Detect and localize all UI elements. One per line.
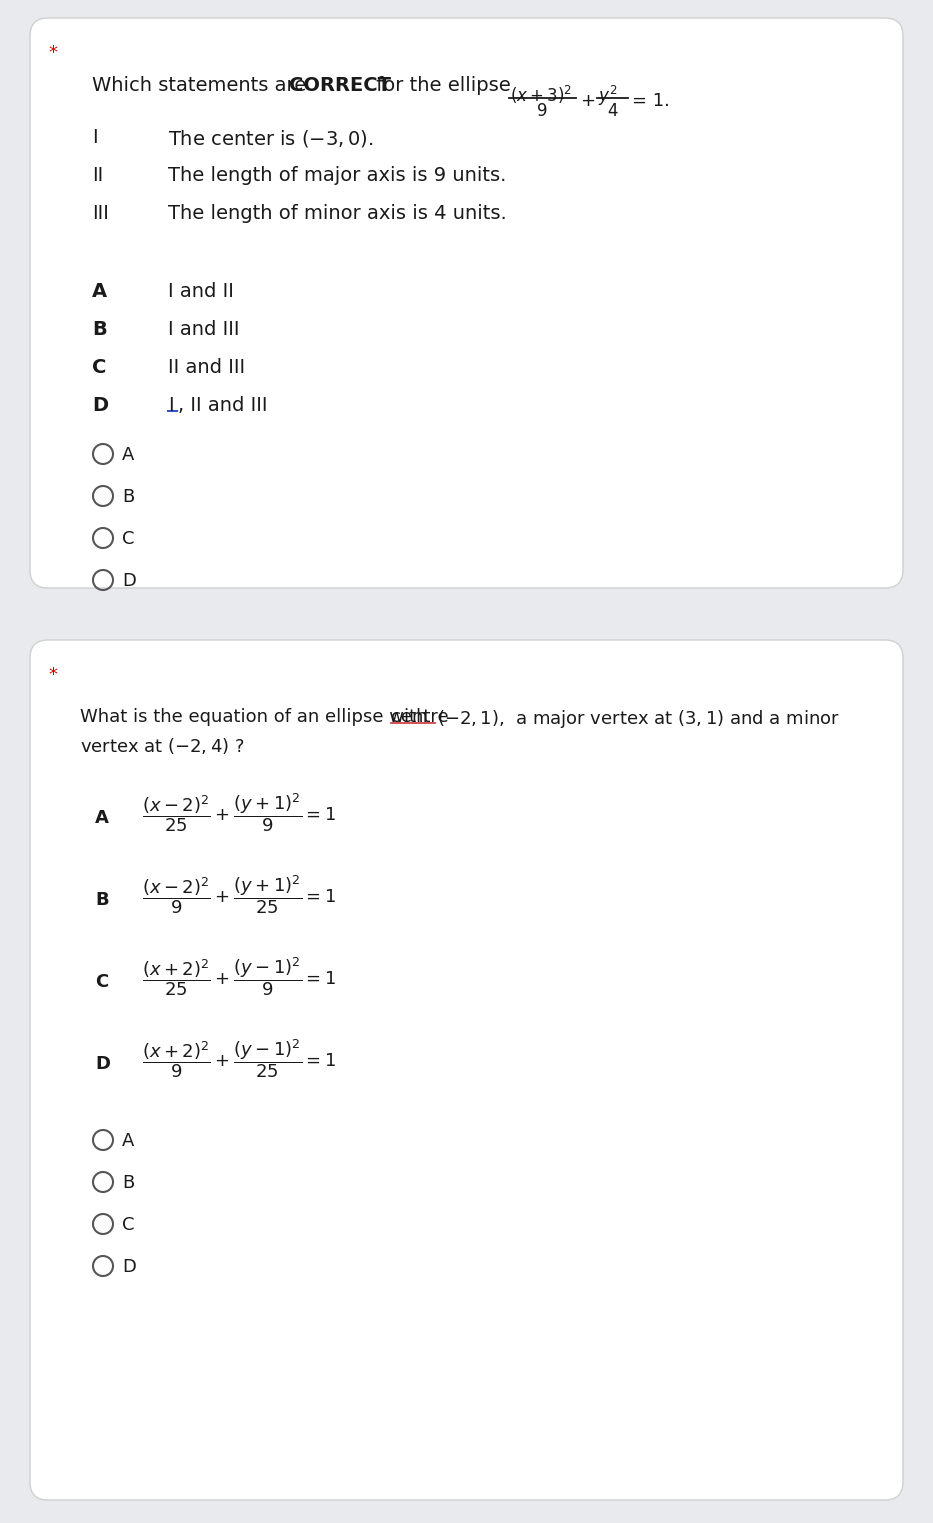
Text: III: III [92, 204, 109, 222]
Text: $(x+3)^{2}$: $(x+3)^{2}$ [510, 84, 572, 107]
Text: CORRECT: CORRECT [289, 76, 391, 94]
Text: A: A [122, 446, 134, 465]
Text: Which statements are: Which statements are [92, 76, 313, 94]
Text: II and III: II and III [168, 358, 245, 378]
Text: I: I [92, 128, 98, 148]
Text: $(-2,1)$,  a major vertex at $(3,1)$ and a minor: $(-2,1)$, a major vertex at $(3,1)$ and … [437, 708, 840, 730]
Text: centre: centre [391, 708, 449, 726]
Text: C: C [95, 973, 108, 991]
Text: $\dfrac{(x-2)^{2}}{9}+\dfrac{(y+1)^{2}}{25}=1$: $\dfrac{(x-2)^{2}}{9}+\dfrac{(y+1)^{2}}{… [142, 873, 336, 915]
Text: B: B [92, 320, 106, 340]
Text: B: B [122, 487, 134, 506]
Text: for the ellipse: for the ellipse [370, 76, 510, 94]
Text: , II and III: , II and III [178, 396, 268, 414]
Text: $y^{2}$: $y^{2}$ [598, 84, 618, 108]
Text: +: + [580, 91, 595, 110]
Text: 4: 4 [606, 102, 618, 120]
Text: D: D [95, 1055, 110, 1074]
Text: B: B [95, 891, 108, 909]
Text: The length of minor axis is 4 units.: The length of minor axis is 4 units. [168, 204, 507, 222]
Text: C: C [92, 358, 106, 378]
Text: A: A [122, 1132, 134, 1150]
Text: D: D [92, 396, 108, 414]
Text: D: D [122, 573, 136, 589]
Text: D: D [122, 1258, 136, 1276]
Text: $\dfrac{(x+2)^{2}}{25}+\dfrac{(y-1)^{2}}{9}=1$: $\dfrac{(x+2)^{2}}{25}+\dfrac{(y-1)^{2}}… [142, 955, 336, 998]
Text: 9: 9 [536, 102, 548, 120]
Text: II: II [92, 166, 104, 184]
Text: A: A [95, 809, 109, 827]
Text: = 1.: = 1. [632, 91, 670, 110]
Text: What is the equation of an ellipse with: What is the equation of an ellipse with [80, 708, 433, 726]
Text: *: * [48, 666, 57, 684]
Text: C: C [122, 530, 134, 548]
Text: The center is $(-3,0)$.: The center is $(-3,0)$. [168, 128, 374, 149]
Text: *: * [48, 44, 57, 62]
Text: $\dfrac{(x+2)^{2}}{9}+\dfrac{(y-1)^{2}}{25}=1$: $\dfrac{(x+2)^{2}}{9}+\dfrac{(y-1)^{2}}{… [142, 1037, 336, 1080]
Text: I and III: I and III [168, 320, 240, 340]
Text: I and II: I and II [168, 282, 234, 302]
Text: vertex at $(-2,4)$ ?: vertex at $(-2,4)$ ? [80, 736, 244, 755]
FancyBboxPatch shape [30, 18, 903, 588]
FancyBboxPatch shape [30, 640, 903, 1500]
Text: A: A [92, 282, 107, 302]
Text: I: I [168, 396, 174, 414]
Text: The length of major axis is 9 units.: The length of major axis is 9 units. [168, 166, 507, 184]
Text: $\dfrac{(x-2)^{2}}{25}+\dfrac{(y+1)^{2}}{9}=1$: $\dfrac{(x-2)^{2}}{25}+\dfrac{(y+1)^{2}}… [142, 790, 336, 833]
Text: B: B [122, 1174, 134, 1193]
Text: C: C [122, 1215, 134, 1234]
